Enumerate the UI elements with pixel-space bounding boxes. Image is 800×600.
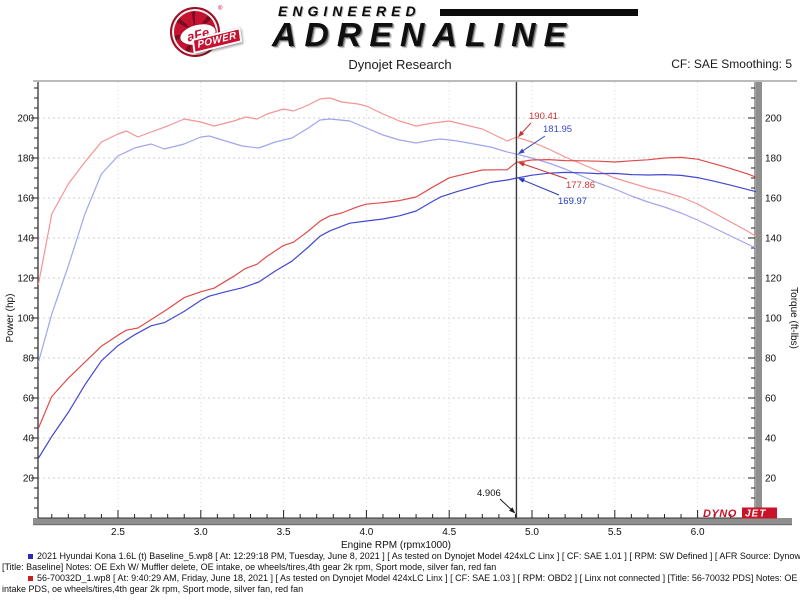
svg-text:DYNO: DYNO [703, 508, 737, 520]
series-torque-56-70032 [37, 97, 757, 285]
cursor-annotations: 190.41 181.95 177.86 169.97 4.906 [477, 111, 595, 514]
registered-mark: ® [218, 6, 223, 12]
run-text-line: [Title: Baseline] Notes: OE Exh W/ Muffl… [2, 562, 497, 572]
run-bullet-icon [28, 554, 33, 559]
annotation-190.41: 190.41 [529, 111, 558, 122]
svg-text:120: 120 [17, 274, 34, 285]
run-entry-1: 2021 Hyundai Kona 1.6L (t) Baseline_5.wp… [0, 551, 800, 573]
svg-text:180: 180 [17, 154, 34, 165]
engineered-text: ENGINEERED [278, 3, 421, 19]
svg-text:3.5: 3.5 [277, 527, 291, 538]
svg-text:4.5: 4.5 [442, 527, 456, 538]
svg-text:200: 200 [17, 114, 34, 125]
annotation-169.97: 169.97 [558, 196, 587, 207]
dyno-chart: 20 40 60 80 100 120 140 160 180 200 20 40 60 80 100 120… [5, 80, 799, 551]
left-axis-title: Power (hp) [5, 294, 16, 343]
svg-text:JET: JET [745, 509, 766, 520]
run-text-line: intake PDS, oe wheels/tires,4th gear 2k … [2, 584, 304, 594]
x-axis-title: Engine RPM (rpmx1000) [341, 540, 451, 551]
y-axis-right: 20 40 60 80 100 120 140 160 180 200 [748, 87, 782, 509]
run-list: 2021 Hyundai Kona 1.6L (t) Baseline_5.wp… [0, 551, 800, 595]
svg-text:60: 60 [23, 394, 35, 405]
svg-text:80: 80 [765, 354, 777, 365]
run-text-line: 2021 Hyundai Kona 1.6L (t) Baseline_5.wp… [37, 551, 800, 561]
svg-text:4.0: 4.0 [359, 527, 373, 538]
svg-text:5.5: 5.5 [608, 527, 622, 538]
svg-text:180: 180 [765, 154, 782, 165]
series-power-baseline [37, 171, 757, 459]
svg-text:5.0: 5.0 [525, 527, 539, 538]
svg-text:20: 20 [23, 474, 35, 485]
gridlines [38, 82, 755, 518]
brand-bar [440, 9, 638, 16]
right-axis-title: Torque (ft-lbs) [788, 287, 799, 349]
svg-text:120: 120 [765, 274, 782, 285]
svg-text:20: 20 [765, 474, 777, 485]
svg-text:80: 80 [23, 354, 35, 365]
svg-text:160: 160 [17, 194, 34, 205]
run-entry-2: 56-70032D_1.wp8 [ At: 9:40:29 AM, Friday… [0, 573, 800, 595]
afe-power-logo: aFe ® POWER [168, 5, 273, 57]
svg-text:2.5: 2.5 [111, 527, 125, 538]
svg-text:3.0: 3.0 [194, 527, 208, 538]
series-torque-baseline [37, 118, 757, 363]
x-axis: 2.5 3.0 3.5 4.0 4.5 5.0 5.5 6.0 Engine RPM (rpmx… [51, 510, 748, 551]
annotation-181.95: 181.95 [543, 124, 572, 135]
adrenaline-text: ADRENALINE [272, 16, 575, 53]
brand-wordmark: ENGINEERED ADRENALINE [272, 2, 662, 56]
svg-text:100: 100 [765, 314, 782, 325]
svg-text:40: 40 [765, 434, 777, 445]
cf-smoothing-label: CF: SAE Smoothing: 5 [671, 57, 792, 71]
svg-text:160: 160 [765, 194, 782, 205]
cursor-rpm-label: 4.906 [477, 488, 501, 499]
plot-frame [33, 82, 792, 526]
svg-text:140: 140 [17, 234, 34, 245]
svg-text:6.0: 6.0 [691, 527, 705, 538]
svg-text:100: 100 [17, 314, 34, 325]
svg-text:40: 40 [23, 434, 35, 445]
svg-text:200: 200 [765, 114, 782, 125]
svg-text:140: 140 [765, 234, 782, 245]
page-title: Dynojet Research [348, 57, 452, 72]
series-power-56-70032 [37, 156, 757, 429]
annotation-177.86: 177.86 [566, 180, 595, 191]
run-bullet-icon [28, 576, 33, 581]
run-text-line: 56-70032D_1.wp8 [ At: 9:40:29 AM, Friday… [37, 573, 800, 583]
y-axis-left: 20 40 60 80 100 120 140 160 180 200 [17, 87, 38, 509]
dynojet-watermark: DYNO JET [703, 507, 777, 520]
svg-text:60: 60 [765, 394, 777, 405]
